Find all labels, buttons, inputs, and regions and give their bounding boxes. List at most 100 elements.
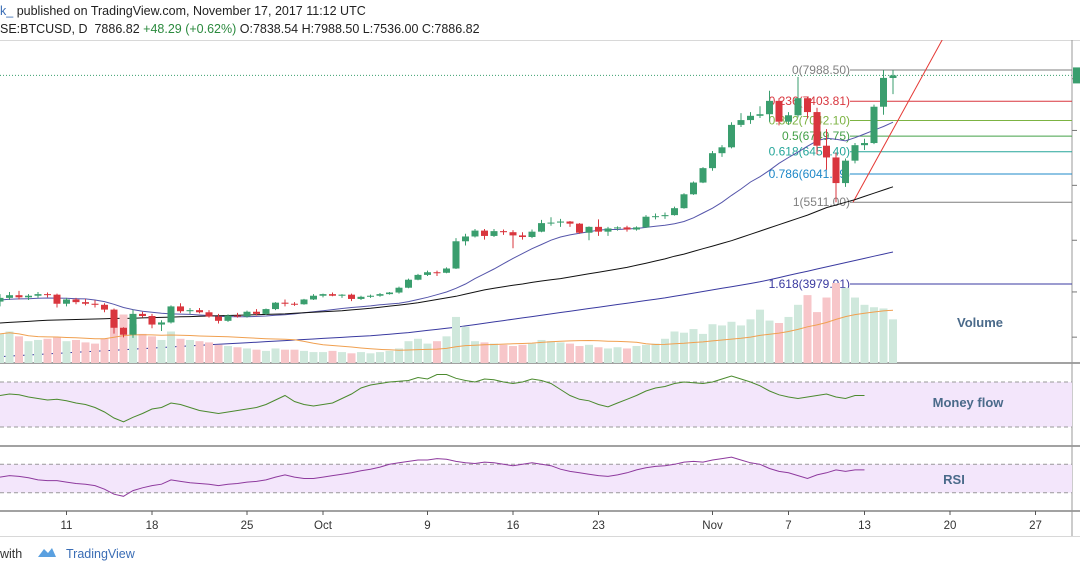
candle-body <box>690 182 697 195</box>
volume-bar <box>309 352 318 363</box>
volume-bar <box>556 342 565 363</box>
x-axis-tick-label: Nov <box>702 520 723 532</box>
candle-body <box>614 227 621 229</box>
candle-body <box>414 274 422 280</box>
volume-bar <box>5 331 14 363</box>
candle-body <box>177 306 184 312</box>
candle-body <box>490 231 498 236</box>
volume-bar <box>347 353 356 363</box>
candle-body <box>680 194 688 209</box>
pane-label: Money flow <box>933 395 1005 410</box>
candle-body <box>813 112 821 146</box>
fib-level-label: 0.786(6041.19) <box>769 167 850 181</box>
candle-body <box>775 100 783 122</box>
volume-bar <box>813 312 821 363</box>
volume-bar <box>480 342 489 363</box>
volume-bar <box>100 338 109 363</box>
volume-bar <box>756 309 764 363</box>
volume-bar <box>110 319 118 363</box>
candle-body <box>367 295 374 297</box>
candle-body <box>718 147 726 154</box>
with-label: with <box>0 547 23 561</box>
x-axis-tick-label: 16 <box>507 520 520 532</box>
volume-bar <box>214 344 223 363</box>
candle-body <box>310 295 317 300</box>
x-axis-tick-label: 7 <box>785 520 791 532</box>
candle-body <box>348 294 355 299</box>
x-axis-tick-label: 18 <box>146 520 159 532</box>
candle-body <box>196 310 203 313</box>
candle-body <box>101 304 108 310</box>
x-axis-tick-label: Oct <box>314 520 333 532</box>
volume-bar <box>775 323 783 363</box>
volume-bar <box>499 344 508 363</box>
candle-body <box>576 223 583 233</box>
candle-body <box>699 168 707 183</box>
candle-body <box>338 294 346 296</box>
volume-bar <box>518 344 527 363</box>
last-price-marker <box>1073 67 1080 84</box>
candle-body <box>842 160 849 184</box>
candle-body <box>519 235 526 238</box>
candle-body <box>405 279 412 288</box>
candle-body <box>595 226 602 232</box>
volume-bar <box>471 341 479 363</box>
candle-body <box>823 145 830 158</box>
x-axis-tick-label: 25 <box>241 520 254 532</box>
volume-bar <box>547 341 555 363</box>
volume-bar <box>338 352 346 363</box>
volume-bar <box>765 320 774 363</box>
volume-bar <box>566 343 574 363</box>
high-value: H:7988.50 <box>301 22 360 36</box>
candle-body <box>794 98 802 116</box>
volume-bar <box>442 336 451 363</box>
tradingview-brand[interactable]: TradingView <box>66 547 135 561</box>
volume-bar <box>822 297 831 363</box>
publisher-name[interactable]: k_ <box>0 4 14 18</box>
volume-bar <box>879 308 888 363</box>
volume-bar <box>157 339 166 363</box>
candle-body <box>880 77 887 107</box>
candle-body <box>291 303 298 305</box>
candle-body <box>861 143 868 146</box>
candle-body <box>0 297 4 302</box>
volume-bar <box>148 336 156 363</box>
volume-bar <box>794 304 802 363</box>
candle-body <box>167 306 175 323</box>
volume-bar <box>357 352 365 363</box>
volume-bar <box>623 348 631 363</box>
volume-bar <box>604 348 612 363</box>
volume-bar <box>290 349 299 363</box>
tradingview-cloud-icon <box>38 548 56 557</box>
x-axis-tick-label: 23 <box>592 520 605 532</box>
volume-bar <box>395 348 403 363</box>
volume-bar <box>300 350 308 363</box>
volume-bar <box>167 331 175 363</box>
volume-bar <box>224 346 232 363</box>
volume-bar <box>841 287 850 363</box>
candle-body <box>34 294 42 296</box>
candle-body <box>53 294 61 304</box>
candle-body <box>870 106 878 144</box>
candle-body <box>804 98 811 113</box>
publish-line: k_ published on TradingView.com, Novembe… <box>0 4 366 18</box>
candle-body <box>253 311 260 314</box>
fib-level-label: 0(7988.50) <box>792 63 850 77</box>
volume-bar <box>328 350 337 363</box>
candle-body <box>851 145 859 161</box>
volume-bar <box>461 326 470 363</box>
pane-label: RSI <box>943 472 965 487</box>
candle-body <box>376 294 384 296</box>
volume-bar <box>851 297 859 363</box>
volume-bar <box>651 343 660 363</box>
volume-bar <box>537 339 546 363</box>
fib-level-label: 1(5511.00) <box>793 195 850 209</box>
volume-bar <box>689 329 698 363</box>
candle-body <box>557 221 564 223</box>
candle-body <box>652 216 659 218</box>
volume-bar <box>708 324 717 363</box>
open-value: O:7838.54 <box>239 22 299 36</box>
candle-body <box>766 100 773 115</box>
price-chart[interactable]: 0(7988.50)0.236(7403.81)0.382(7042.10)0.… <box>0 40 1080 536</box>
volume-bar <box>632 346 641 363</box>
